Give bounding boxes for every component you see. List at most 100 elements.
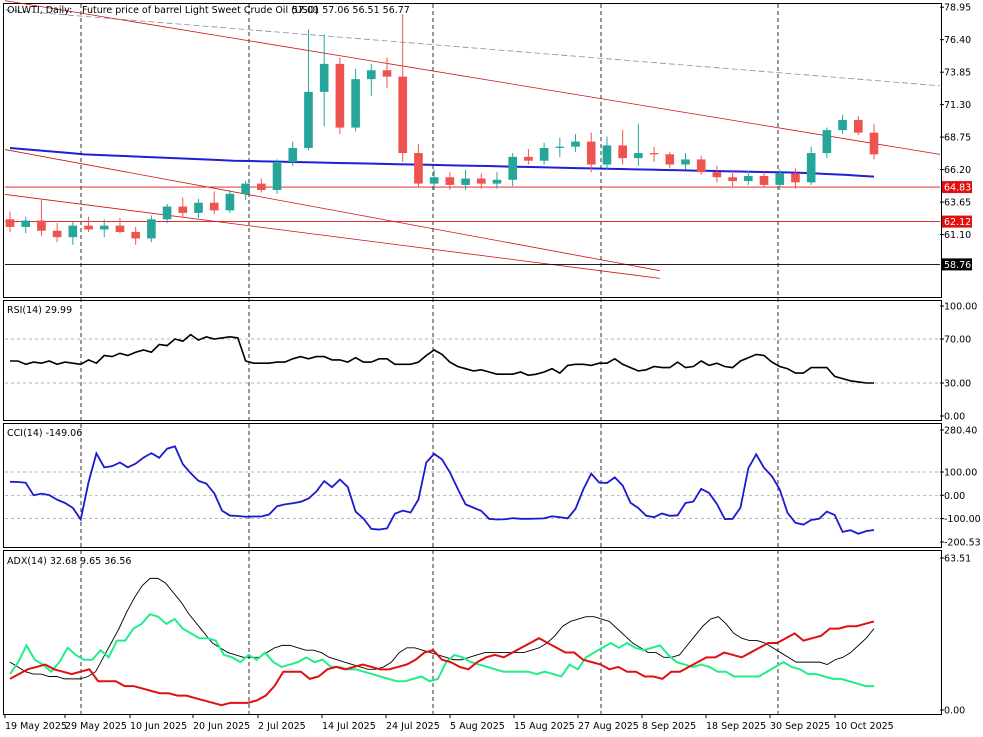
candle-body — [744, 175, 753, 182]
candle-body — [84, 225, 93, 230]
candle-body — [414, 153, 423, 184]
axis-tick-label: 100.00 — [944, 302, 977, 313]
candle-body — [398, 76, 408, 154]
rsi-indicator: 100.00 70.00 30.00 0.00 — [5, 302, 977, 423]
price-panel[interactable] — [3, 3, 942, 298]
candle-body — [241, 183, 250, 194]
axis-tick-label: 280.40 — [944, 426, 977, 437]
adx-panel[interactable] — [3, 550, 942, 715]
candle-body — [822, 130, 832, 154]
candle-body — [634, 153, 643, 159]
period-separators — [80, 4, 779, 714]
time-tick-label: 29 May 2025 — [65, 721, 127, 732]
cci-label: CCI(14) -149.06 — [7, 428, 82, 439]
candle-body — [524, 156, 533, 161]
rsi-panel[interactable] — [3, 300, 942, 421]
candle-body — [162, 206, 172, 220]
time-tick-label: 10 Oct 2025 — [835, 721, 894, 732]
adx-label: ADX(14) 32.68 9.65 36.56 — [7, 556, 131, 567]
candle-body — [366, 70, 376, 80]
candle-body — [586, 141, 596, 165]
candle-body — [445, 177, 455, 185]
time-tick-label: 27 Aug 2025 — [578, 721, 639, 732]
price-tick-label: 61.10 — [944, 230, 971, 241]
candle-body — [759, 175, 769, 185]
candle-body — [382, 70, 392, 77]
axis-tick-label: -100.00 — [944, 514, 981, 525]
price-tick-label: 78.95 — [944, 3, 971, 14]
price-tick-label: 71.30 — [944, 100, 971, 111]
candle-body — [492, 179, 502, 184]
time-tick-label: 19 May 2025 — [5, 721, 67, 732]
candle-body — [539, 147, 549, 161]
time-tick-label: 2 Jul 2025 — [258, 721, 306, 732]
axis-tick-label: 0.00 — [944, 491, 965, 502]
candle-body — [99, 225, 109, 230]
candle-body — [838, 119, 847, 131]
candle-body — [319, 63, 329, 92]
candle-body — [681, 159, 690, 165]
candle-body — [5, 219, 15, 227]
candle-body — [775, 173, 785, 185]
candle-body — [68, 225, 78, 238]
time-tick-label: 24 Jul 2025 — [386, 721, 440, 732]
rsi-label: RSI(14) 29.99 — [7, 305, 72, 316]
candle-body — [304, 91, 313, 148]
level-label-1: 62.12 — [944, 217, 971, 228]
axis-tick-label: 30.00 — [944, 379, 971, 390]
time-tick-label: 18 Sep 2025 — [706, 721, 766, 732]
candle-body — [571, 141, 580, 147]
axis-tick-label: 70.00 — [944, 335, 971, 346]
candle-body — [257, 183, 266, 190]
moving-average — [9, 146, 875, 178]
rsi-line — [10, 333, 874, 384]
time-tick-label: 8 Sep 2025 — [642, 721, 696, 732]
moving-average-line — [9, 146, 875, 178]
candle-body — [791, 173, 800, 183]
candle-body — [131, 232, 140, 239]
horizontal-levels: 64.83 62.12 58.76 — [5, 181, 972, 271]
cci-line — [9, 445, 875, 535]
current-price-tag — [942, 258, 972, 271]
candle-body — [429, 177, 439, 184]
current-price-label: 58.76 — [944, 260, 971, 271]
price-tick-label: 76.40 — [944, 35, 971, 46]
time-tick-label: 14 Jul 2025 — [322, 721, 376, 732]
time-tick-label: 10 Jun 2025 — [130, 721, 187, 732]
time-tick-label: 30 Sep 2025 — [770, 721, 830, 732]
candle-body — [209, 202, 219, 211]
candle-body — [147, 219, 156, 239]
upper-channel-line — [4, 9, 941, 87]
adx-indicator: 63.51 0.00 — [9, 554, 971, 717]
cci-panel[interactable] — [3, 423, 942, 548]
price-tick-label: 68.75 — [944, 133, 971, 144]
candle-body — [728, 177, 737, 182]
level-label-0: 64.83 — [944, 183, 971, 194]
candle-body — [476, 178, 486, 184]
candle-body — [115, 225, 125, 233]
axis-tick-label: 100.00 — [944, 468, 977, 479]
candle-body — [618, 145, 627, 159]
axis-tick-label: 63.51 — [944, 554, 971, 565]
price-tick-label: 73.85 — [944, 68, 971, 79]
candle-body — [178, 206, 188, 213]
chart-symbol: OILWTI, Daily: — [7, 5, 72, 16]
candle-body — [665, 154, 675, 165]
candle-body — [696, 159, 706, 173]
candle-body — [225, 193, 235, 211]
candle-body — [351, 79, 360, 128]
level-tag-1 — [942, 215, 972, 228]
candle-body — [853, 119, 863, 133]
time-tick-label: 20 Jun 2025 — [193, 721, 250, 732]
trend-lines — [4, 0, 941, 279]
candle-body — [712, 172, 722, 178]
candle-body — [37, 220, 46, 231]
chart-ohlc: 57.01 57.06 56.51 56.77 — [292, 5, 410, 16]
candle-body — [508, 156, 518, 180]
cci-indicator: 280.40 100.00 0.00 -100.00 -200.53 — [5, 426, 981, 549]
minus-di-line — [9, 620, 875, 707]
chart-description: Future price of barrel Light Sweet Crude… — [82, 5, 319, 16]
candle-body — [52, 230, 62, 238]
candle-body — [649, 153, 659, 155]
